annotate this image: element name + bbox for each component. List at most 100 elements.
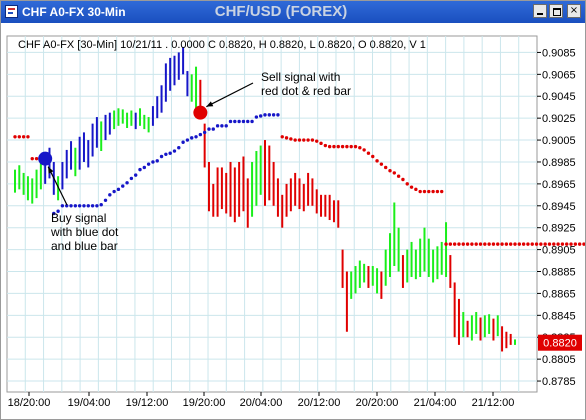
red-stop-dot — [560, 242, 565, 246]
buy-annotation-label: Buy signal — [51, 211, 106, 225]
sell-annotation-arrowhead — [206, 101, 214, 107]
red-stop-dot — [539, 242, 543, 246]
red-stop-dot — [315, 139, 319, 143]
red-stop-dot — [362, 148, 366, 152]
red-stop-dot — [440, 189, 444, 194]
chart-app-icon — [5, 5, 18, 18]
minimize-button[interactable] — [533, 4, 547, 18]
red-stop-dot — [465, 242, 470, 246]
red-stop-dot — [543, 242, 547, 246]
red-stop-dot — [487, 242, 491, 246]
maximize-button[interactable] — [549, 4, 563, 18]
y-tick-label: 0.8925 — [542, 223, 576, 235]
info-line: CHF A0-FX [30-Min] 10/21/11 . 0.0000 C 0… — [18, 39, 426, 51]
x-tick-label: 20/04:00 — [240, 397, 283, 409]
red-stop-dot — [491, 242, 496, 246]
y-tick-label: 0.9085 — [542, 47, 576, 59]
red-stop-dot — [319, 141, 323, 146]
red-stop-dot — [513, 242, 517, 246]
blue-stop-dot — [138, 167, 142, 172]
red-stop-dot — [30, 156, 34, 161]
last-price-box — [538, 334, 582, 351]
y-tick-label: 0.8845 — [542, 310, 576, 322]
blue-stop-dot — [258, 114, 263, 118]
blue-stop-dot — [241, 119, 246, 124]
red-stop-dot — [547, 242, 552, 246]
blue-stop-dot — [155, 159, 159, 163]
y-tick-label: 0.8985 — [542, 157, 576, 169]
blue-stop-dot — [276, 113, 280, 117]
sell-annotation-label: red dot & red bar — [261, 84, 351, 98]
blue-stop-dot — [254, 115, 259, 119]
x-tick-label: 20/20:00 — [356, 397, 399, 409]
y-tick-label: 0.8805 — [542, 354, 576, 366]
title-bar[interactable]: CHF A0-FX 30-Min CHF/USD (FOREX) × — [1, 1, 585, 23]
blue-stop-dot — [190, 136, 194, 140]
y-tick-label: 0.9025 — [542, 113, 576, 125]
blue-stop-dot — [263, 113, 267, 117]
blue-stop-dot — [82, 204, 86, 208]
buy-annotation-label: with blue dot — [50, 225, 119, 239]
blue-stop-dot — [250, 119, 254, 124]
blue-stop-dot — [237, 119, 241, 124]
red-stop-dot — [340, 144, 345, 149]
blue-stop-dot — [185, 138, 190, 142]
blue-stop-dot — [271, 113, 276, 117]
red-stop-dot — [306, 138, 310, 142]
red-stop-dot — [517, 242, 522, 246]
red-stop-dot — [358, 146, 362, 150]
red-stop-dot — [332, 144, 336, 149]
last-price-label: 0.8820 — [543, 338, 577, 350]
red-stop-dot — [500, 242, 504, 246]
x-tick-label: 19/20:00 — [183, 397, 226, 409]
blue-stop-dot — [151, 160, 155, 164]
x-tick-label: 18/20:00 — [8, 397, 51, 409]
blue-stop-dot — [224, 124, 228, 128]
blue-stop-dot — [56, 209, 60, 213]
red-stop-dot — [526, 242, 530, 246]
blue-stop-dot — [228, 119, 233, 124]
blue-stop-dot — [69, 204, 73, 208]
red-stop-dot — [34, 156, 39, 161]
red-stop-dot — [457, 242, 461, 246]
red-stop-dot — [375, 159, 379, 163]
blue-stop-dot — [146, 162, 151, 166]
blue-stop-dot — [267, 113, 272, 117]
blue-stop-dot — [215, 124, 220, 128]
red-stop-dot — [577, 242, 582, 246]
buy-annotation-arrowhead — [48, 166, 54, 174]
red-stop-dot — [478, 242, 483, 246]
red-stop-dot — [284, 136, 289, 140]
red-stop-dot — [293, 138, 297, 142]
blue-stop-dot — [142, 165, 147, 170]
y-tick-label: 0.8865 — [542, 288, 576, 300]
chart-grid — [6, 35, 538, 393]
buy-annotation-arrow — [47, 166, 68, 206]
red-stop-dot — [556, 242, 560, 246]
red-stop-dot — [452, 242, 457, 246]
red-stop-dot — [461, 242, 465, 246]
x-tick-label: 20/12:00 — [298, 397, 341, 409]
blue-stop-dot — [90, 204, 95, 208]
blue-stop-dot — [198, 132, 203, 137]
red-stop-dot — [435, 189, 440, 194]
x-tick-label: 19/12:00 — [126, 397, 169, 409]
blue-stop-dot — [103, 198, 108, 203]
blue-stop-dot — [77, 204, 82, 208]
red-stop-dot — [17, 135, 22, 139]
red-stop-dot — [496, 242, 500, 246]
chart-title: CHF/USD (FOREX) — [214, 3, 348, 20]
red-stop-dot — [409, 185, 414, 189]
blue-stop-dot — [159, 154, 164, 159]
buy-signal-marker — [38, 151, 53, 166]
close-button[interactable]: × — [567, 4, 581, 18]
y-tick-label: 0.8905 — [542, 245, 576, 257]
red-stop-dot — [448, 242, 453, 246]
red-stop-dot — [297, 138, 302, 142]
blue-stop-dot — [207, 127, 211, 131]
blue-stop-dot — [116, 187, 121, 192]
blue-stop-dot — [177, 146, 181, 150]
blue-stop-dot — [112, 189, 116, 194]
